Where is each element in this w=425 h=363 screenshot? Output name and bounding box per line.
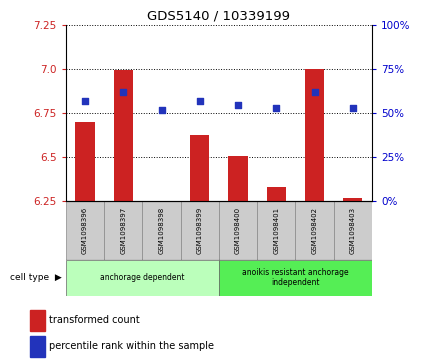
- Point: [158, 107, 165, 113]
- Point: [311, 89, 318, 95]
- Text: percentile rank within the sample: percentile rank within the sample: [49, 341, 214, 351]
- Bar: [76, 122, 94, 201]
- Bar: [229, 156, 247, 201]
- Title: GDS5140 / 10339199: GDS5140 / 10339199: [147, 10, 290, 23]
- Bar: [142, 201, 181, 260]
- Bar: [295, 201, 334, 260]
- Text: cell type  ▶: cell type ▶: [10, 273, 62, 282]
- Bar: [181, 201, 219, 260]
- Bar: [30, 310, 45, 331]
- Bar: [66, 201, 104, 260]
- Point: [196, 98, 203, 104]
- Point: [349, 105, 356, 111]
- Text: GSM1098397: GSM1098397: [120, 207, 126, 254]
- Text: GSM1098400: GSM1098400: [235, 207, 241, 254]
- Bar: [257, 201, 295, 260]
- Bar: [343, 198, 362, 201]
- Point: [82, 98, 88, 104]
- Text: anchorage dependent: anchorage dependent: [100, 273, 184, 282]
- Bar: [219, 260, 372, 296]
- Bar: [30, 336, 45, 356]
- Bar: [104, 201, 142, 260]
- Text: transformed count: transformed count: [49, 315, 140, 325]
- Text: anoikis resistant anchorage
independent: anoikis resistant anchorage independent: [242, 268, 348, 287]
- Bar: [113, 70, 133, 201]
- Text: GSM1098402: GSM1098402: [312, 207, 317, 254]
- Text: GSM1098398: GSM1098398: [159, 207, 164, 254]
- Bar: [190, 135, 209, 201]
- Bar: [267, 187, 286, 201]
- Bar: [219, 201, 257, 260]
- Point: [273, 105, 280, 111]
- Text: GSM1098401: GSM1098401: [273, 207, 279, 254]
- Bar: [334, 201, 372, 260]
- Bar: [66, 260, 219, 296]
- Bar: [305, 69, 324, 201]
- Text: GSM1098399: GSM1098399: [197, 207, 203, 254]
- Text: GSM1098403: GSM1098403: [350, 207, 356, 254]
- Text: GSM1098396: GSM1098396: [82, 207, 88, 254]
- Point: [120, 89, 127, 95]
- Point: [235, 102, 241, 107]
